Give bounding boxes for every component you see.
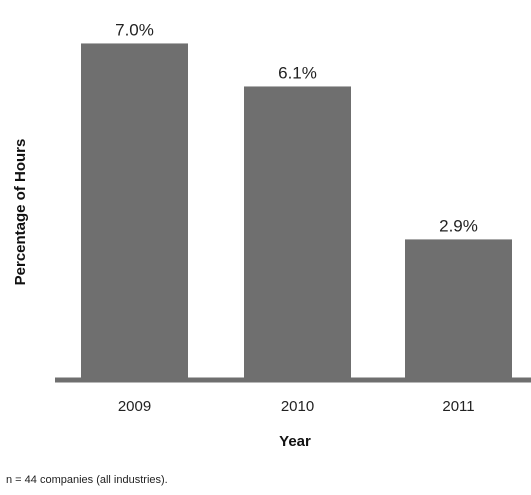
bar-2010: [244, 86, 351, 378]
x-axis-title: Year: [279, 433, 311, 450]
data-label-2009: 7.0%: [115, 20, 154, 39]
footnote: n = 44 companies (all industries).: [6, 474, 168, 486]
x-tick-labels-layer: 2009 2010 2011: [118, 398, 475, 415]
data-labels-layer: 7.0% 6.1% 2.9%: [115, 20, 478, 235]
bars-layer: [81, 43, 512, 379]
bar-2011: [405, 239, 512, 378]
x-tick-label-2009: 2009: [118, 398, 151, 415]
bar-2009: [81, 43, 188, 379]
x-tick-label-2011: 2011: [442, 398, 474, 415]
x-tick-label-2010: 2010: [281, 398, 314, 415]
data-label-2011: 2.9%: [439, 216, 478, 235]
data-label-2010: 6.1%: [278, 63, 317, 82]
y-axis-title: Percentage of Hours: [12, 139, 29, 286]
